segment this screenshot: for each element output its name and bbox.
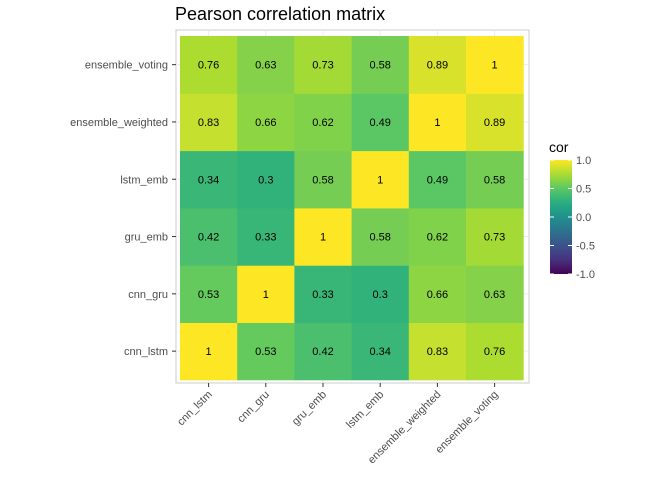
cell-value-label: 1	[320, 232, 326, 244]
heatmap-cell	[466, 265, 524, 323]
heatmap-cell	[466, 93, 524, 152]
cell-value-label: 0.58	[369, 60, 390, 72]
cell-value-label: 0.33	[255, 232, 276, 244]
heatmap-cell	[294, 322, 353, 381]
cell-value-label: 0.62	[427, 232, 448, 244]
cell-value-label: 0.83	[198, 117, 219, 129]
heatmap-cell	[180, 207, 238, 266]
heatmap-cell	[351, 265, 410, 323]
heatmap-cell	[466, 207, 524, 266]
cell-value-label: 0.73	[312, 60, 333, 72]
cell-value-label: 0.3	[373, 289, 388, 301]
y-tick-label: ensemble_weighted	[70, 117, 168, 129]
colorbar-tick-label: -0.5	[576, 241, 595, 253]
cell-value-label: 1	[377, 174, 383, 186]
x-tick-label: gru_emb	[290, 389, 329, 428]
x-tick-label: lstm_emb	[344, 389, 386, 431]
heatmap-cell	[351, 36, 410, 94]
legend-title: cor	[549, 139, 569, 155]
heatmap-cell	[237, 322, 295, 381]
x-tick-label: cnn_lstm	[175, 389, 215, 429]
y-tick-label: cnn_gru	[128, 289, 168, 301]
cell-value-label: 0.62	[312, 117, 333, 129]
y-tick-label: ensemble_voting	[85, 60, 168, 72]
colorbar-tick-label: 0.5	[576, 184, 591, 196]
cell-value-label: 0.53	[255, 346, 276, 358]
cell-value-label: 0.49	[369, 117, 390, 129]
heatmap-cell	[237, 150, 295, 209]
cell-value-label: 0.33	[312, 289, 333, 301]
cell-value-label: 1	[434, 117, 440, 129]
y-tick-label: lstm_emb	[120, 174, 168, 186]
heatmap-cell	[351, 322, 410, 381]
heatmap-cell	[408, 150, 467, 209]
heatmap-cell	[294, 93, 353, 152]
cell-value-label: 0.3	[258, 174, 273, 186]
cell-value-label: 0.89	[427, 60, 448, 72]
cell-value-label: 0.76	[484, 346, 505, 358]
chart-title: Pearson correlation matrix	[175, 4, 386, 24]
heatmap-cell	[180, 150, 238, 209]
colorbar-tick-label: -1.0	[576, 269, 595, 281]
heatmap-cell	[408, 36, 467, 94]
y-tick-label: gru_emb	[125, 232, 168, 244]
heatmap-cell	[294, 36, 353, 94]
colorbar-tick-label: 1.0	[576, 155, 591, 167]
heatmap-cell	[466, 150, 524, 209]
cell-value-label: 0.76	[198, 60, 219, 72]
cell-value-label: 0.63	[484, 289, 505, 301]
heatmap-cell	[351, 150, 410, 209]
cell-value-label: 0.34	[369, 346, 390, 358]
heatmap-cell	[466, 36, 524, 94]
heatmap-cell	[180, 36, 238, 94]
cell-value-label: 0.83	[427, 346, 448, 358]
heatmap-cell	[237, 36, 295, 94]
cell-value-label: 1	[492, 60, 498, 72]
heatmap-cell	[180, 322, 238, 381]
cell-value-label: 0.58	[369, 232, 390, 244]
cell-value-label: 0.66	[255, 117, 276, 129]
heatmap-cell	[408, 207, 467, 266]
cell-value-label: 0.58	[484, 174, 505, 186]
heatmap-cell	[180, 265, 238, 323]
heatmap-cell	[351, 207, 410, 266]
heatmap-cell	[466, 322, 524, 381]
heatmap-cell	[294, 150, 353, 209]
heatmap-cell	[237, 207, 295, 266]
heatmap-cell	[180, 93, 238, 152]
heatmap-cell	[237, 265, 295, 323]
cell-value-label: 0.66	[427, 289, 448, 301]
heatmap-cell	[408, 322, 467, 381]
cell-value-label: 0.89	[484, 117, 505, 129]
x-tick-label: ensemble_voting	[433, 389, 500, 456]
x-tick-label: cnn_gru	[235, 389, 272, 426]
heatmap-cell	[294, 265, 353, 323]
heatmap-cell	[408, 93, 467, 152]
cell-value-label: 0.58	[312, 174, 333, 186]
cell-value-label: 0.53	[198, 289, 219, 301]
cell-value-label: 1	[206, 346, 212, 358]
colorbar-tick-label: 0.0	[576, 212, 591, 224]
cell-value-label: 0.63	[255, 60, 276, 72]
heatmap-cell	[294, 207, 353, 266]
colorbar	[550, 160, 572, 274]
cell-value-label: 1	[263, 289, 269, 301]
heatmap-cell	[237, 93, 295, 152]
cell-value-label: 0.49	[427, 174, 448, 186]
cell-value-label: 0.73	[484, 232, 505, 244]
cell-value-label: 0.42	[312, 346, 333, 358]
heatmap-cell	[408, 265, 467, 323]
cell-value-label: 0.34	[198, 174, 219, 186]
y-tick-label: cnn_lstm	[124, 346, 168, 358]
cell-value-label: 0.42	[198, 232, 219, 244]
heatmap-cell	[351, 93, 410, 152]
